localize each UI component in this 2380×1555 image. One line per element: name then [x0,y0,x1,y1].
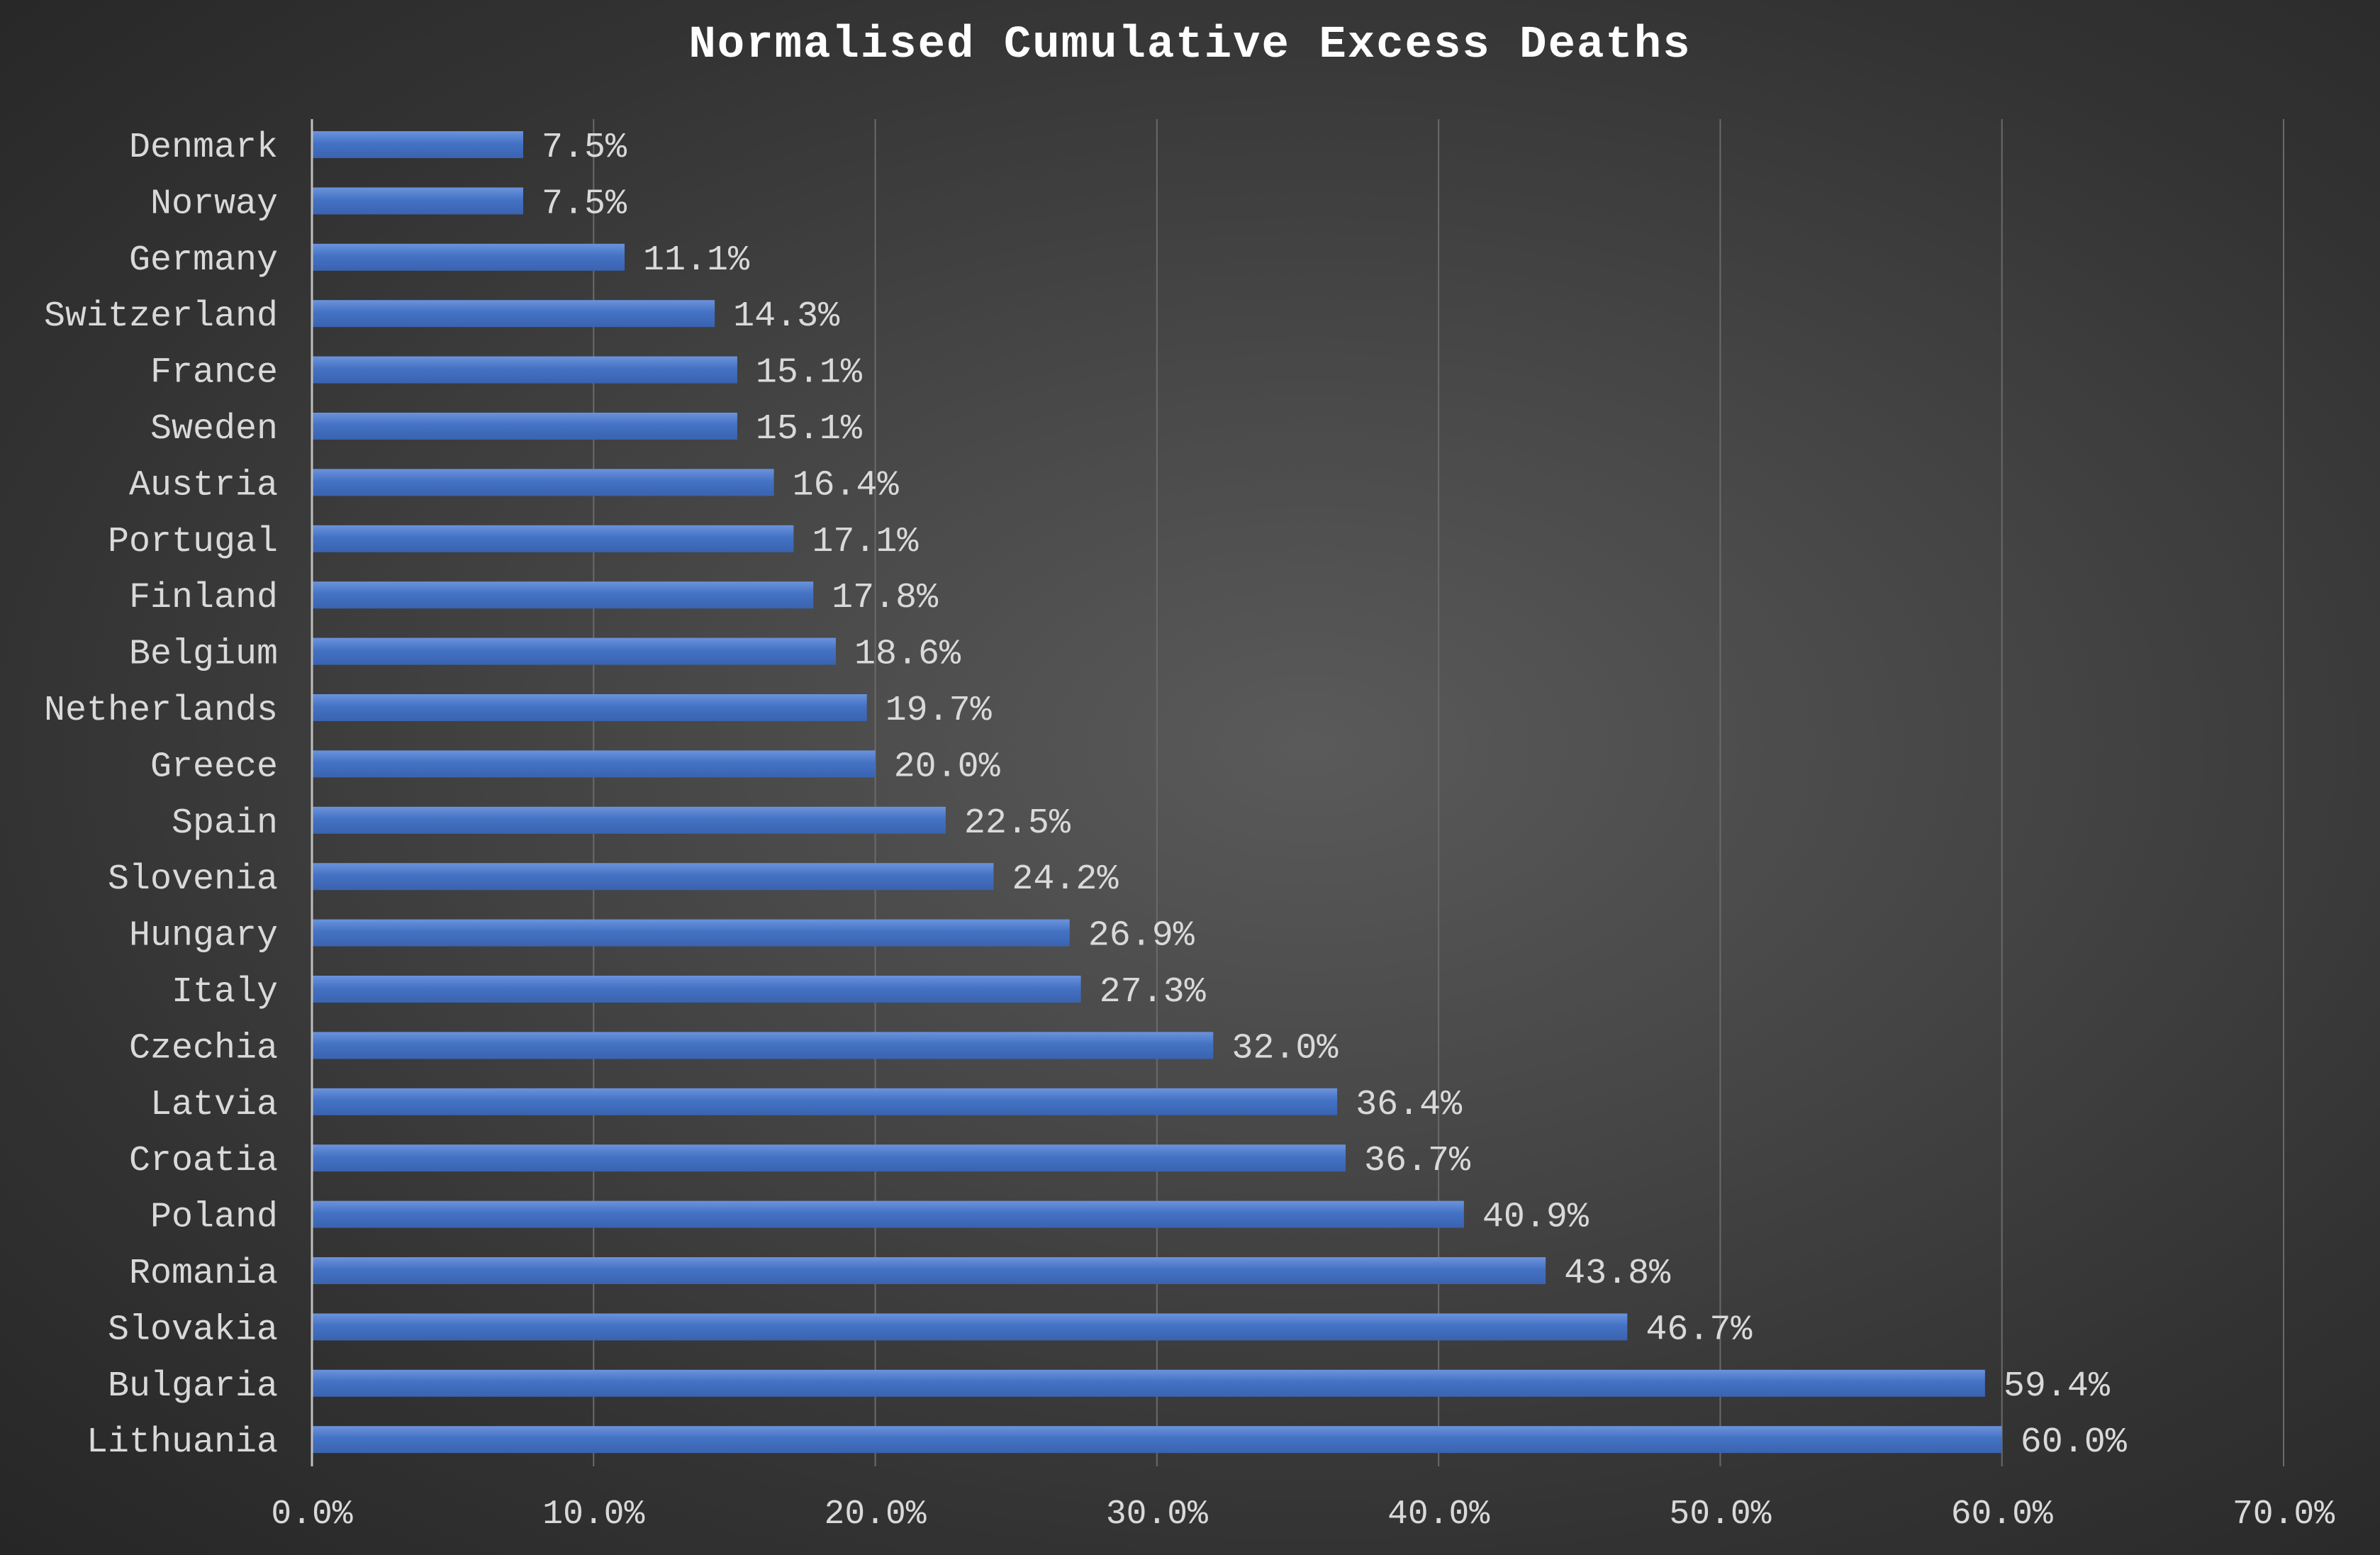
x-tick-label: 40.0% [1387,1495,1490,1534]
value-label: 17.8% [832,578,939,618]
category-label: Netherlands [44,691,278,731]
value-label: 16.4% [793,465,900,506]
value-label: 14.3% [733,296,840,337]
value-label: 19.7% [885,691,993,731]
value-label: 18.6% [854,635,961,675]
bar [313,976,1081,1003]
category-label: Latvia [150,1085,278,1125]
value-label: 36.7% [1364,1141,1471,1181]
category-label: Portugal [108,522,278,562]
bar [313,863,994,891]
bar [313,469,774,496]
value-label: 11.1% [643,240,750,281]
category-labels: Denmark Norway Germany Switzerland France Swe… [44,128,278,1463]
value-label: 60.0% [2021,1422,2128,1463]
bar [313,356,737,384]
x-tick-label: 0.0% [271,1495,352,1534]
value-label: 43.8% [1564,1254,1671,1294]
category-label: Sweden [150,409,278,450]
x-tick-label: 20.0% [825,1495,927,1534]
bar [313,1369,1985,1397]
x-tick-label: 10.0% [542,1495,644,1534]
bar [313,300,715,328]
value-label: 26.9% [1088,916,1195,957]
bar [313,1088,1338,1115]
category-label: Austria [129,465,278,506]
bar [313,1257,1546,1284]
bar [313,243,625,271]
x-tick-label: 60.0% [1951,1495,2053,1534]
value-label: 22.5% [964,803,1071,844]
value-label: 27.3% [1100,972,1207,1013]
x-tick-labels: 0.0% 10.0% 20.0% 30.0% 40.0% 50.0% 60.0% 70.0% [271,1495,2335,1534]
value-label: 40.9% [1482,1198,1590,1238]
bar [313,187,523,215]
x-tick-label: 30.0% [1106,1495,1208,1534]
category-label: Bulgaria [108,1366,278,1407]
chart-title: Normalised Cumulative Excess Deaths [688,20,1692,71]
category-label: Spain [172,803,278,844]
value-label: 20.0% [894,747,1001,787]
category-label: Denmark [129,128,278,168]
category-label: Poland [150,1198,278,1238]
bars [313,131,2002,1454]
category-label: Norway [150,184,278,224]
category-label: Belgium [129,635,278,675]
value-label: 46.7% [1646,1310,1753,1350]
bar [313,1200,1464,1228]
bar [313,806,946,834]
value-label: 7.5% [542,128,627,168]
category-label: Greece [150,747,278,787]
value-label: 7.5% [542,184,627,224]
bar [313,131,523,158]
category-label: Czechia [129,1028,278,1069]
value-labels: 7.5% 7.5% 11.1% 14.3% 15.1% 15.1% 16.4% 17.1% 17… [542,128,2128,1463]
value-label: 15.1% [756,409,863,450]
x-tick-label: 50.0% [1669,1495,1771,1534]
category-label: Slovenia [108,859,278,900]
bar [313,750,876,778]
value-label: 24.2% [1012,859,1119,900]
category-label: France [150,353,278,394]
bar [313,694,867,721]
value-label: 59.4% [2004,1366,2111,1407]
value-label: 36.4% [1356,1085,1463,1125]
bar [313,919,1070,947]
category-label: Switzerland [44,296,278,337]
bar [313,1032,1214,1059]
category-label: Hungary [129,916,278,957]
value-label: 17.1% [812,522,919,562]
bar [313,525,794,552]
bar [313,1426,2002,1454]
bar [313,581,814,609]
bar [313,1144,1346,1172]
value-label: 15.1% [756,353,863,394]
x-tick-label: 70.0% [2233,1495,2335,1534]
category-label: Finland [129,578,278,618]
bar [313,1313,1628,1341]
category-label: Germany [129,240,278,281]
category-label: Croatia [129,1141,278,1181]
category-label: Slovakia [108,1310,278,1350]
value-label: 32.0% [1231,1028,1339,1069]
bar [313,413,737,440]
category-label: Lithuania [86,1422,278,1463]
gridlines [593,119,2284,1466]
bar [313,637,836,665]
category-label: Romania [129,1254,278,1294]
category-label: Italy [172,972,278,1013]
